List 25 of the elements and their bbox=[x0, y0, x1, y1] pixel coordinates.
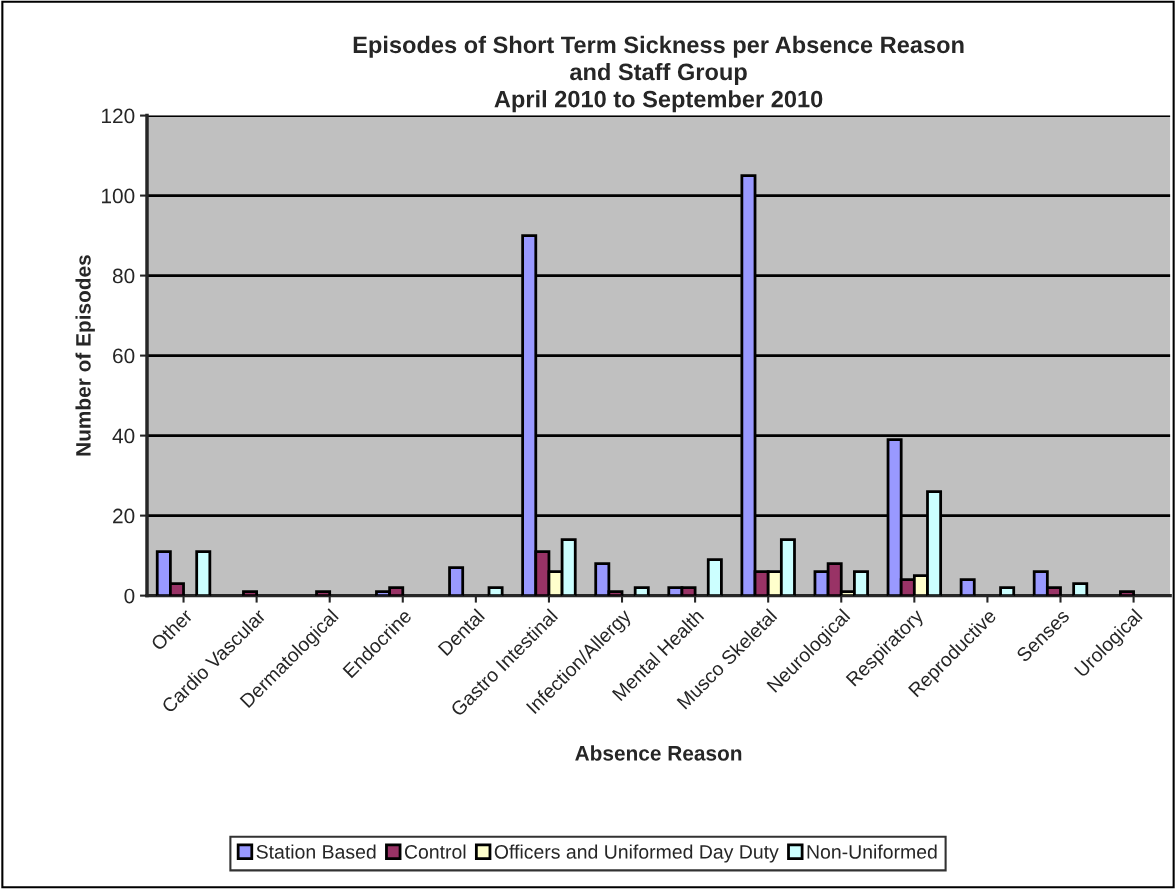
bar bbox=[448, 566, 465, 596]
bar bbox=[487, 586, 504, 596]
chart-title: Episodes of Short Term Sickness per Absence Reason and Staff Group April 2010 to September 2010 bbox=[353, 35, 964, 113]
bar bbox=[242, 590, 259, 596]
bar bbox=[315, 590, 332, 596]
y-axis-title: Number of Episodes bbox=[75, 255, 95, 456]
legend-label: Officers and Uniformed Day Duty bbox=[494, 844, 779, 863]
legend-label: Non-Uniformed bbox=[807, 844, 937, 859]
y-tick-label: 0 bbox=[124, 588, 135, 604]
bar bbox=[706, 558, 723, 596]
legend-label: Station Based bbox=[256, 844, 376, 859]
y-tick-label: 40 bbox=[112, 428, 135, 444]
bar bbox=[999, 586, 1016, 596]
x-axis-title: Absence Reason bbox=[575, 745, 742, 761]
bar bbox=[633, 586, 650, 596]
y-tick-label: 120 bbox=[102, 108, 135, 124]
legend-label: Control bbox=[404, 844, 466, 859]
y-tick-label: 60 bbox=[113, 348, 135, 364]
y-tick-label: 20 bbox=[113, 508, 135, 524]
bar bbox=[1119, 590, 1135, 596]
bar bbox=[1072, 582, 1089, 596]
y-tick-label: 100 bbox=[102, 188, 135, 204]
bar bbox=[195, 550, 212, 596]
y-tick-label: 80 bbox=[112, 268, 135, 284]
bar bbox=[959, 578, 976, 596]
